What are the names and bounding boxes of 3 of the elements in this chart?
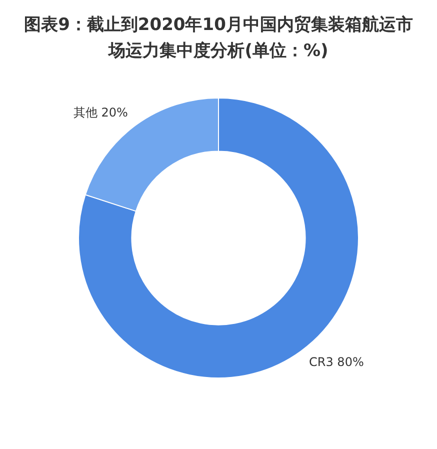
chart-title: 图表9：截止到2020年10月中国内贸集装箱航运市场运力集中度分析(单位：%) (23, 14, 414, 63)
slice-label: 其他 20% (73, 106, 128, 120)
slice-label: CR3 80% (309, 354, 364, 369)
